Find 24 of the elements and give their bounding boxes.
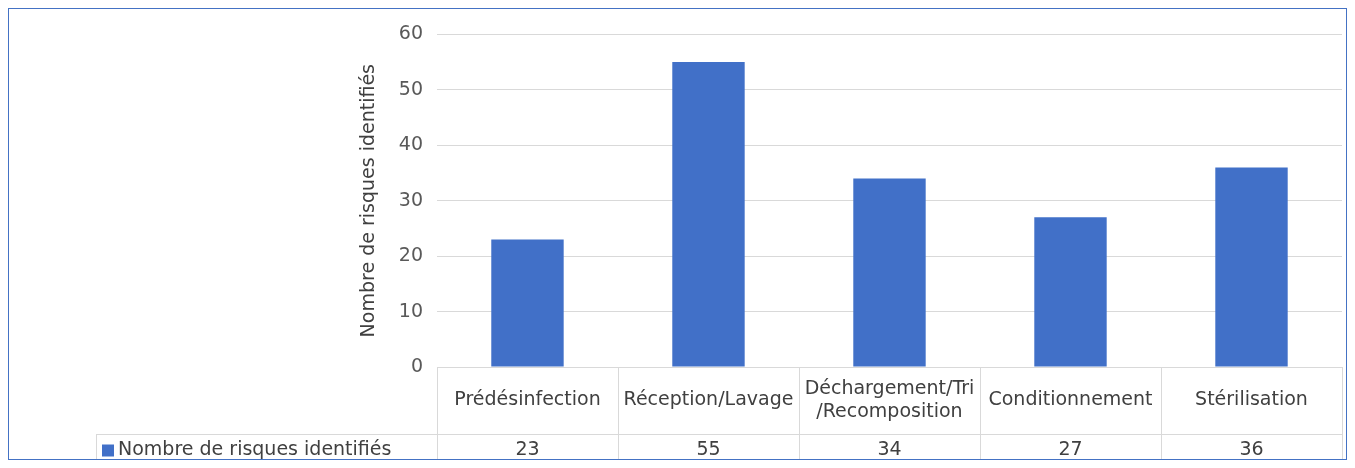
y-tick-label: 30	[398, 187, 423, 210]
bar	[1215, 167, 1288, 367]
y-tick-label: 20	[398, 243, 423, 266]
bar	[853, 178, 926, 367]
bar	[1034, 217, 1107, 367]
data-label: 23	[515, 437, 540, 460]
legend-label: Nombre de risques identifiés	[118, 437, 392, 460]
bar	[672, 62, 745, 367]
x-tick-label: Prédésinfection	[454, 387, 601, 410]
data-label: 36	[1239, 437, 1264, 460]
y-tick-label: 60	[398, 21, 423, 44]
x-tick-label: Stérilisation	[1195, 387, 1308, 410]
bar	[491, 239, 564, 367]
y-tick-label: 40	[398, 132, 423, 155]
data-label: 55	[696, 437, 721, 460]
y-tick-label: 50	[398, 76, 423, 99]
x-tick-label: Conditionnement	[988, 387, 1153, 410]
y-axis-title: Nombre de risques identifiés	[356, 64, 379, 338]
data-label: 27	[1058, 437, 1083, 460]
x-tick-label: Déchargement/Tri/Recomposition	[804, 375, 975, 421]
x-tick-label: Réception/Lavage	[623, 387, 794, 410]
y-tick-label: 0	[410, 353, 423, 376]
y-tick-label: 10	[398, 298, 423, 321]
data-label: 34	[877, 437, 902, 460]
